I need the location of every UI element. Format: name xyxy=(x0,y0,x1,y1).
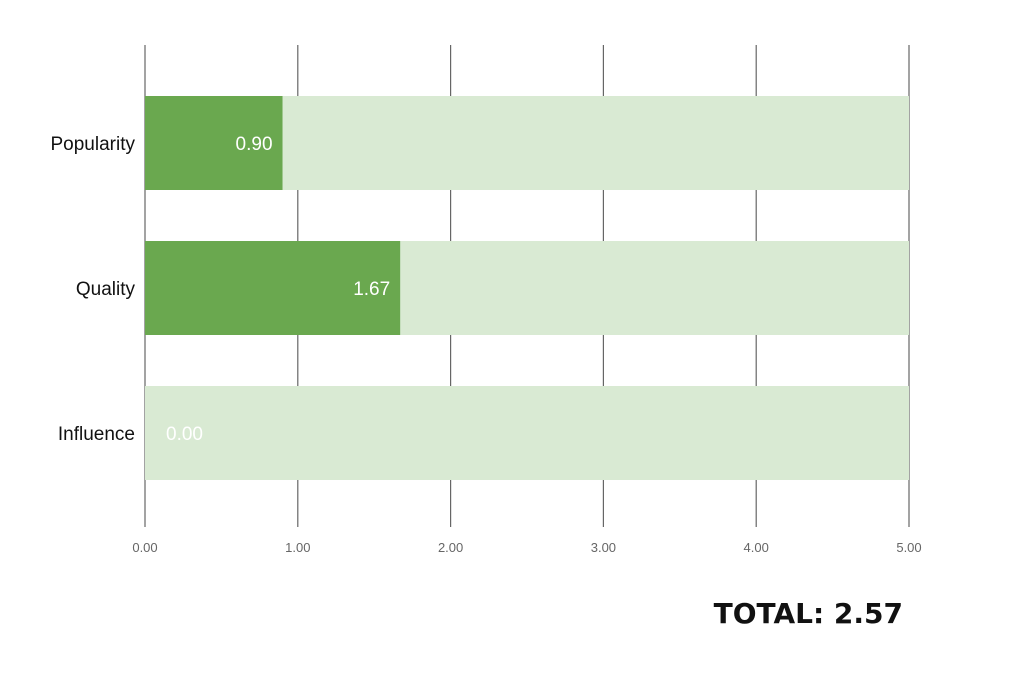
category-labels: Popularity Quality Influence xyxy=(51,134,136,445)
x-tick-label: 3.00 xyxy=(591,540,616,555)
x-tick-label: 5.00 xyxy=(896,540,921,555)
x-tick-label: 1.00 xyxy=(285,540,310,555)
data-label: 0.90 xyxy=(236,134,273,155)
data-label: 0.00 xyxy=(166,424,203,445)
bar-value xyxy=(145,96,283,190)
bar-remainder xyxy=(145,386,909,480)
category-label: Quality xyxy=(76,279,136,300)
x-tick-label: 0.00 xyxy=(132,540,157,555)
x-tick-label: 2.00 xyxy=(438,540,463,555)
x-tick-label: 4.00 xyxy=(744,540,769,555)
category-label: Popularity xyxy=(51,134,136,155)
data-labels: 0.90 1.67 0.00 xyxy=(166,134,390,445)
data-label: 1.67 xyxy=(353,279,390,300)
x-axis-tick-labels: 0.00 1.00 2.00 3.00 4.00 5.00 xyxy=(132,540,921,555)
bar-value xyxy=(145,241,401,335)
total-score: TOTAL: 2.57 xyxy=(713,597,903,630)
score-bar-chart: Popularity Quality Influence 0.90 1.67 0.00 … xyxy=(51,45,922,555)
bars xyxy=(145,96,909,480)
category-label: Influence xyxy=(58,424,135,445)
